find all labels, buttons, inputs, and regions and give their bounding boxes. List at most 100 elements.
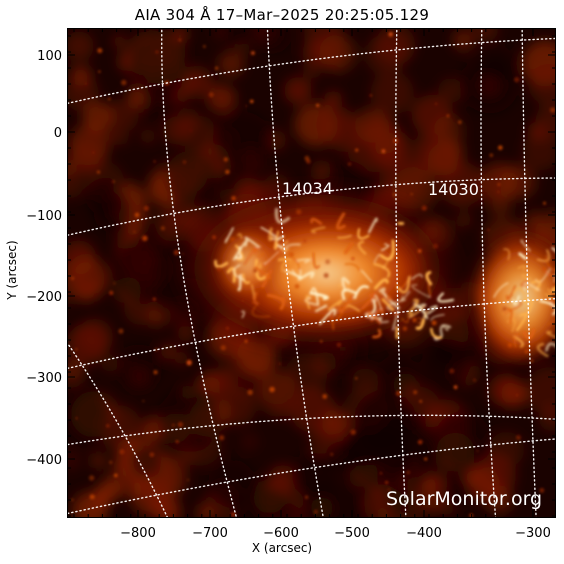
y-tick-label: −200 — [26, 290, 62, 305]
network-point — [446, 114, 450, 118]
plasma-loop — [254, 259, 269, 281]
plasma-loop — [544, 269, 555, 277]
plasma-loop — [241, 310, 245, 319]
texture-blob — [525, 367, 556, 416]
network-point — [347, 162, 352, 166]
plasma-loop — [297, 271, 315, 281]
plasma-loop — [430, 327, 443, 339]
plasma-loop — [232, 239, 249, 261]
network-point — [417, 439, 423, 445]
network-point — [133, 230, 136, 233]
image-title: AIA 304 Å 17–Mar–2025 20:25:05.129 — [134, 6, 430, 24]
plasma-loop — [263, 251, 279, 265]
x-tick-label: −600 — [263, 526, 299, 541]
plasma-loop — [379, 239, 395, 261]
network-point — [172, 423, 175, 427]
network-point — [288, 252, 295, 258]
plasma-loop — [336, 212, 346, 230]
network-point — [75, 348, 78, 351]
network-point — [350, 429, 356, 435]
texture-blob — [69, 64, 92, 87]
texture-blob — [207, 84, 236, 113]
network-point — [373, 296, 377, 300]
network-point — [278, 362, 281, 365]
network-point — [155, 50, 159, 54]
network-point — [220, 345, 226, 351]
y-tick-label: 0 — [54, 126, 62, 141]
network-point — [212, 235, 216, 240]
network-point — [516, 394, 518, 396]
plasma-loop — [305, 295, 312, 310]
longitude-line — [266, 28, 325, 518]
texture-blob — [324, 111, 365, 153]
plasma-loop — [427, 283, 432, 298]
network-point — [449, 368, 455, 374]
network-point — [385, 480, 389, 485]
texture-blob — [67, 76, 99, 112]
network-point — [387, 488, 391, 491]
texture-blob — [162, 116, 191, 145]
texture-blob — [488, 431, 525, 468]
latitude-line — [67, 438, 556, 515]
plasma-loop — [367, 217, 378, 234]
solar-image-panel: 14034 14030 SolarMonitor.org — [67, 28, 556, 518]
x-tick-label: −400 — [406, 526, 442, 541]
plot-border — [67, 28, 556, 518]
network-point — [203, 45, 206, 48]
plasma-loop — [254, 266, 271, 280]
texture-void — [126, 33, 191, 98]
network-point — [304, 495, 309, 499]
texture-blob — [127, 220, 142, 236]
texture-void — [259, 28, 292, 52]
network-point — [97, 48, 103, 54]
plasma-loop — [546, 331, 556, 339]
network-point — [458, 120, 462, 124]
plasma-loop — [381, 298, 395, 312]
plasma-loop — [523, 283, 541, 292]
texture-blob — [104, 99, 139, 133]
network-point — [473, 378, 477, 382]
network-point — [304, 155, 310, 161]
plasma-loop — [328, 313, 335, 330]
network-point — [88, 475, 95, 481]
network-point — [97, 170, 100, 174]
plasma-loop — [235, 244, 245, 261]
texture-blob — [67, 31, 94, 61]
plasma-loop — [516, 312, 527, 332]
plasma-loop — [327, 299, 343, 311]
network-point — [106, 424, 110, 428]
network-point — [386, 295, 392, 301]
network-point — [413, 390, 418, 395]
network-point — [71, 498, 74, 501]
plasma-loop — [373, 262, 391, 278]
network-point — [250, 51, 255, 55]
network-point — [542, 267, 546, 271]
plasma-loop — [374, 295, 382, 310]
plasma-loop — [373, 278, 389, 290]
plasma-loop — [241, 273, 251, 284]
network-point — [524, 349, 529, 354]
plasma-loop — [425, 270, 433, 286]
plasma-loop — [304, 296, 320, 307]
network-point — [539, 487, 545, 493]
network-point — [142, 400, 145, 403]
texture-blob — [67, 323, 109, 365]
network-point — [226, 326, 229, 330]
plasma-loop — [310, 226, 326, 234]
texture-blob — [319, 47, 343, 70]
plasma-loop — [318, 308, 337, 326]
network-point — [121, 79, 127, 86]
texture-blob — [370, 71, 414, 115]
texture-void — [117, 344, 162, 389]
plasma-loop — [396, 276, 411, 294]
texture-blob — [90, 453, 107, 469]
network-point — [369, 94, 373, 97]
texture-void — [111, 236, 180, 305]
plasma-loop — [553, 272, 556, 283]
plasma-loop — [310, 287, 320, 305]
x-tick-label: −700 — [192, 526, 228, 541]
network-point — [187, 479, 190, 481]
x-tick-label: −300 — [515, 526, 551, 541]
network-point — [143, 205, 149, 211]
texture-blob — [115, 132, 129, 146]
